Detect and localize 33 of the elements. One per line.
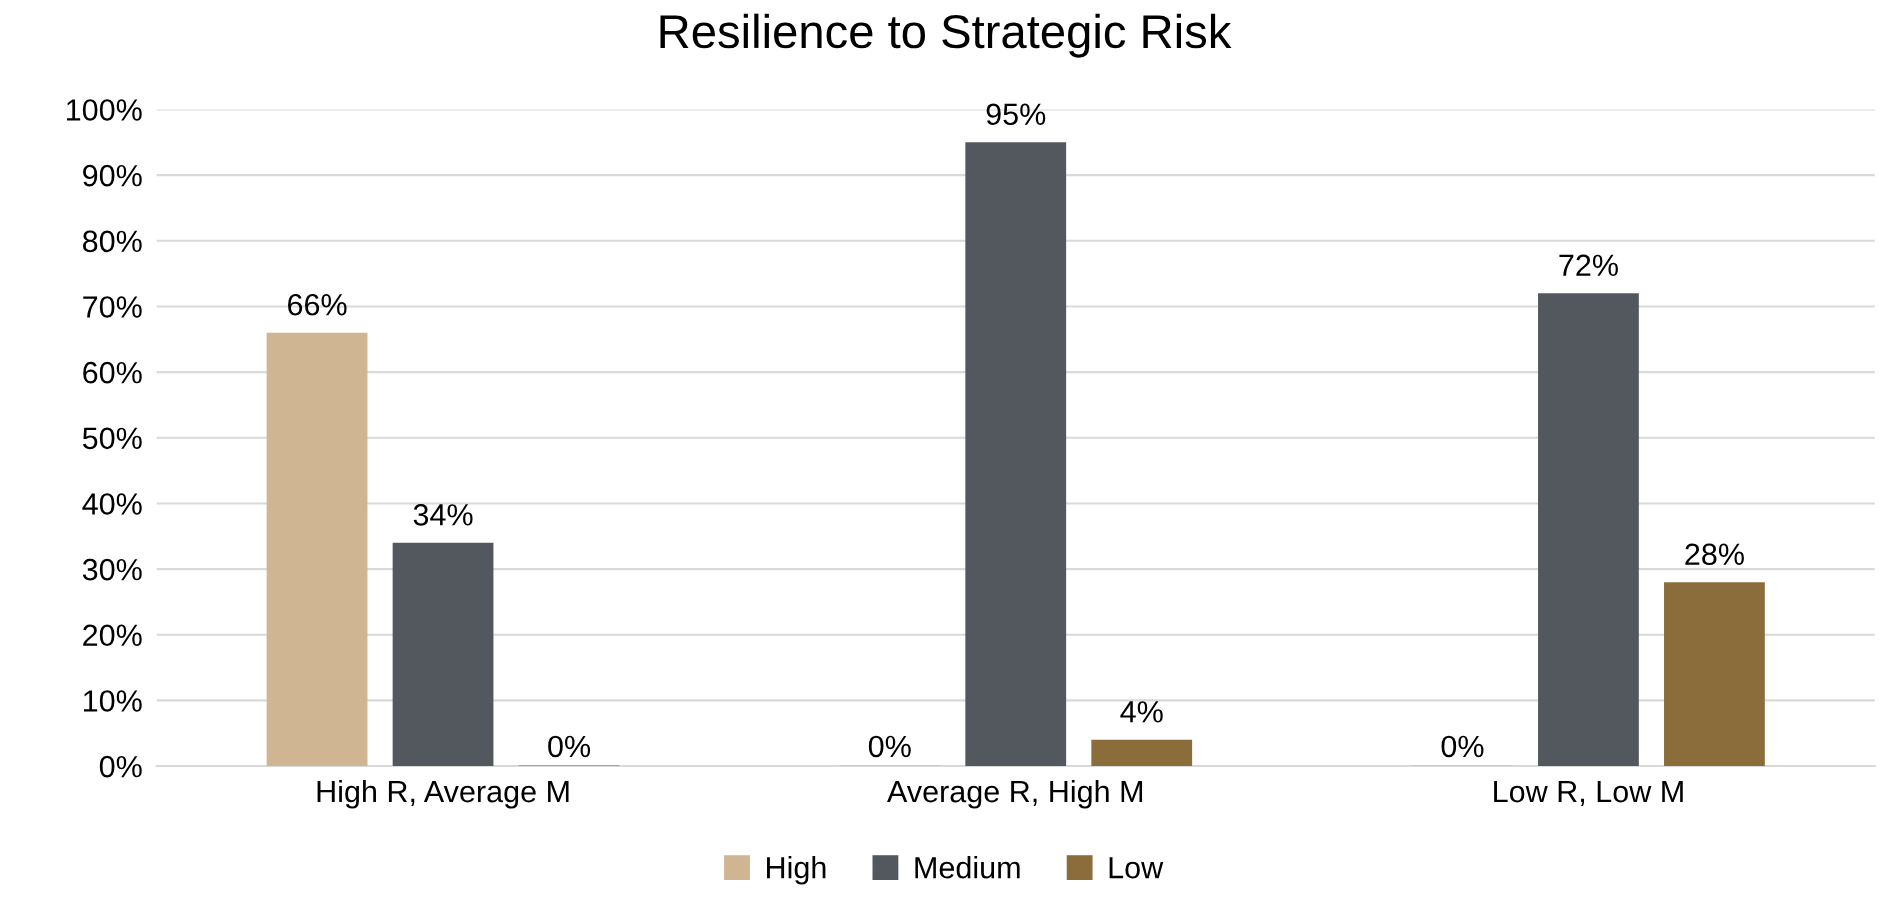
y-tick-label: 60% — [83, 361, 142, 384]
y-tick-label: 70% — [83, 296, 142, 318]
chart-title: Resilience to Strategic Risk — [660, 13, 1232, 58]
y-tick-label: 10% — [83, 690, 142, 712]
y-tick-label: 50% — [82, 427, 142, 450]
data-label: 95% — [986, 103, 1046, 126]
data-label: 66% — [288, 293, 347, 316]
data-label: 28% — [1685, 543, 1744, 566]
y-tick-label: 90% — [83, 164, 142, 187]
y-tick-label: 30% — [82, 558, 142, 581]
y-tick-label: 100% — [67, 99, 142, 121]
data-label: 4% — [1120, 701, 1163, 723]
bar — [1091, 739, 1193, 767]
bar — [1664, 582, 1765, 767]
legend-label: Medium — [915, 856, 1020, 879]
legend-label: High — [767, 856, 826, 885]
x-tick-label: Average R, High M — [887, 779, 1143, 809]
bar — [392, 542, 494, 767]
y-tick-label: 40% — [82, 493, 142, 515]
x-tick-label: High R, Average M — [317, 779, 569, 809]
bar — [965, 142, 1067, 767]
y-tick-label: 0% — [99, 755, 142, 778]
data-label: 72% — [1559, 254, 1618, 277]
y-tick-label: 80% — [82, 230, 142, 253]
data-label: 0% — [548, 735, 591, 758]
bar — [1538, 293, 1639, 767]
legend-label: Low — [1109, 857, 1164, 879]
data-label: 34% — [413, 504, 473, 526]
data-label: 0% — [1441, 735, 1484, 758]
bar — [266, 332, 368, 767]
data-label: 0% — [868, 735, 911, 758]
x-tick-label: Low R, Low M — [1494, 781, 1683, 807]
y-tick-label: 20% — [83, 624, 142, 647]
